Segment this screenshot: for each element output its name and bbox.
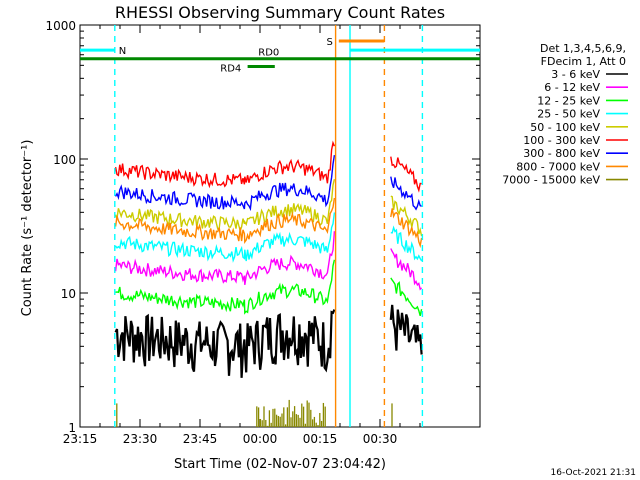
y-tick-label: 1 xyxy=(68,421,76,435)
x-axis-label: Start Time (02-Nov-07 23:04:42) xyxy=(174,457,386,472)
y-tick-label: 10 xyxy=(61,287,76,301)
series-6-line-main xyxy=(114,154,336,212)
legend-header-line-1: Det 1,3,4,5,6,9, xyxy=(540,42,626,55)
series-7-line-late xyxy=(390,208,423,249)
series-6-line-late xyxy=(390,176,422,211)
y-tick-label: 100 xyxy=(53,153,76,167)
flag-label: RD4 xyxy=(220,64,241,75)
x-tick-label: 23:45 xyxy=(183,432,218,446)
y-tick-label: 1000 xyxy=(45,19,76,33)
x-tick-label: 23:15 xyxy=(63,432,98,446)
series-1-line-main xyxy=(114,231,336,286)
y-axis-label: Count Rate (s⁻¹ detector⁻¹) xyxy=(20,140,35,317)
series-layer xyxy=(114,140,423,427)
flag-label: RD0 xyxy=(258,48,279,59)
flags-layer: N RD0 RD4 S xyxy=(80,25,480,427)
legend-header-line-2: FDecim 1, Att 0 xyxy=(541,55,626,68)
series-5-line-main xyxy=(114,140,336,189)
series-3-line-main xyxy=(115,212,336,263)
flag-label: N xyxy=(119,46,126,57)
series-3-line-late xyxy=(390,225,423,262)
x-tick-label: 23:30 xyxy=(123,432,158,446)
legend-label: 800 - 7000 keV xyxy=(516,160,600,173)
x-tick-label: 00:00 xyxy=(243,432,278,446)
legend-label: 300 - 800 keV xyxy=(523,147,600,160)
legend-label: 6 - 12 keV xyxy=(544,81,600,94)
x-tick-label: 00:30 xyxy=(363,432,398,446)
legend-label: 7000 - 15000 keV xyxy=(502,174,600,187)
series-0-line-late xyxy=(389,304,423,355)
legend-label: 3 - 6 keV xyxy=(551,68,600,81)
legend-label: 25 - 50 keV xyxy=(537,108,600,121)
legend-label: 12 - 25 keV xyxy=(537,94,600,107)
series-4-line-late xyxy=(390,195,423,237)
axis-ticks: 1 10 100 1000 23:15 23:30 23:45 00:00 00:15 00:30 xyxy=(45,19,480,446)
series-4-line-main xyxy=(114,179,336,233)
series-0-line-main xyxy=(114,309,336,378)
footer-timestamp: 16-Oct-2021 21:31 xyxy=(551,468,636,478)
series-5-line-late xyxy=(390,156,422,193)
x-tick-label: 00:15 xyxy=(303,432,338,446)
legend-label: 50 - 100 keV xyxy=(530,121,600,134)
chart-title: RHESSI Observing Summary Count Rates xyxy=(115,3,445,22)
series-2-line-main xyxy=(115,259,336,315)
series-2-line-late xyxy=(390,277,423,316)
legend-label: 100 - 300 keV xyxy=(523,134,600,147)
flag-label: S xyxy=(326,37,332,48)
series-7-line-main xyxy=(114,197,336,245)
series-1-line-late xyxy=(390,248,423,291)
